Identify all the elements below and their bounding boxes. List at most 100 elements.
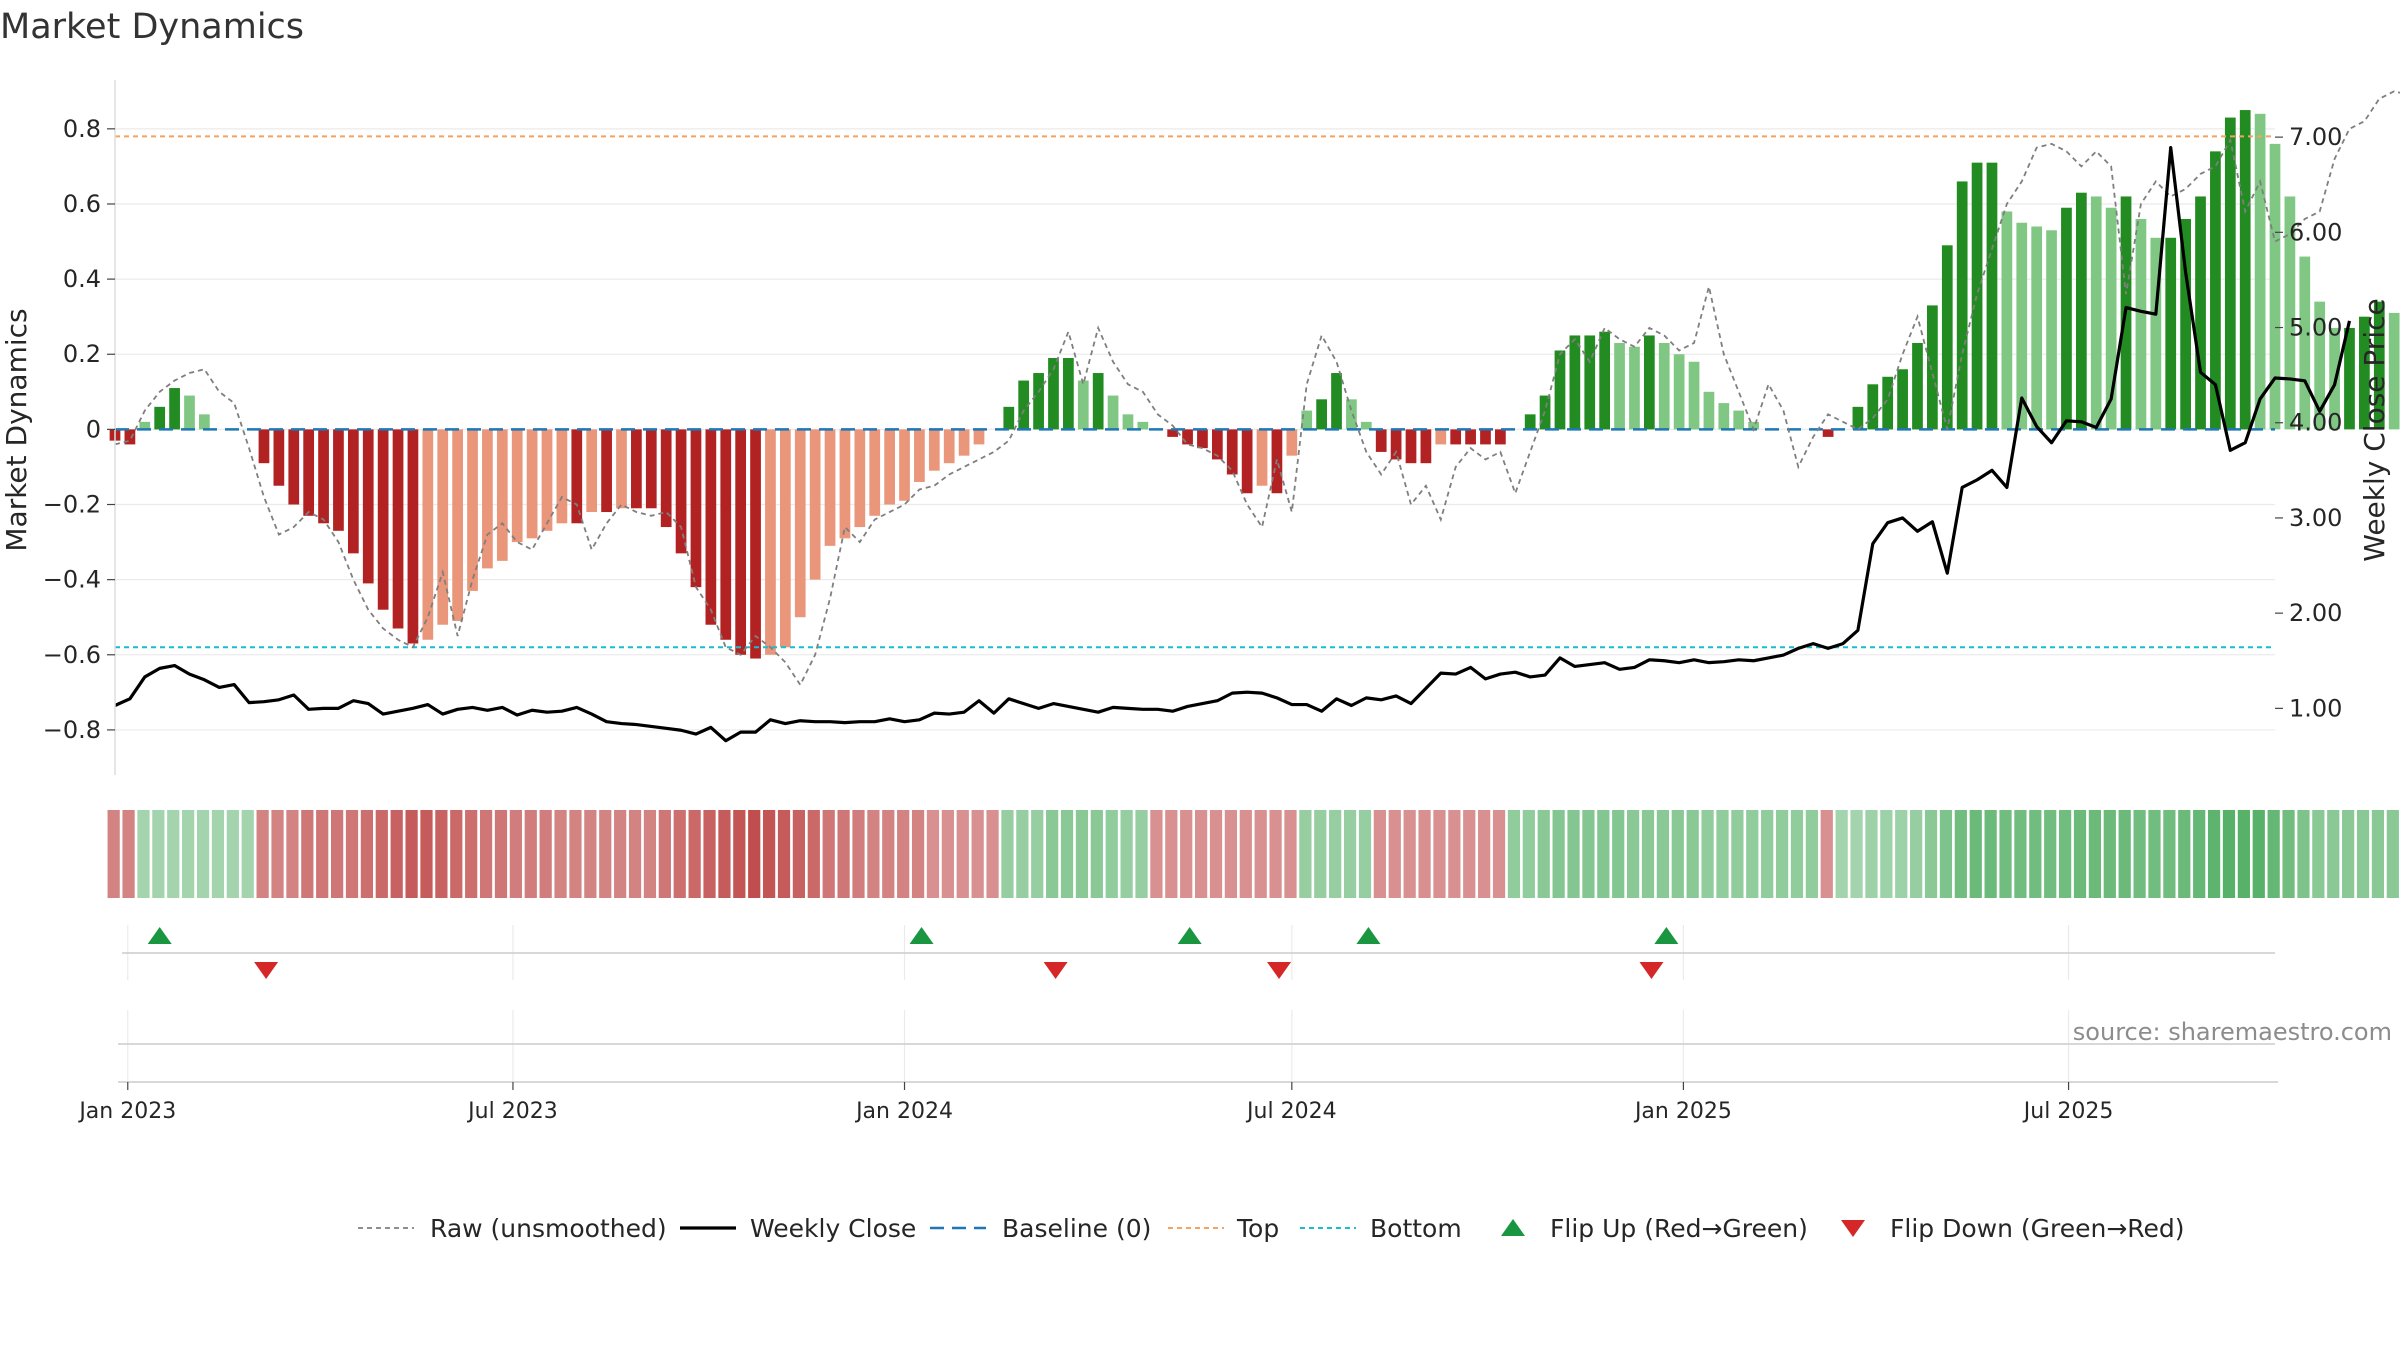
- regime-cell: [1031, 810, 1044, 898]
- dynamics-bar: [422, 429, 434, 640]
- legend-label: Flip Down (Green→Red): [1890, 1214, 2185, 1243]
- y-tick-label: 0.4: [63, 265, 101, 293]
- flip-up-marker: [909, 927, 934, 944]
- dynamics-bar: [1360, 421, 1372, 430]
- legend: Raw (unsmoothed) Weekly Close Baseline (0)…: [358, 1214, 2185, 1243]
- regime-cell: [2044, 810, 2057, 898]
- y2-tick-label: 4.00: [2289, 409, 2342, 437]
- dynamics-bar: [2373, 301, 2385, 430]
- legend-label: Raw (unsmoothed): [430, 1214, 667, 1243]
- dynamics-bar: [779, 429, 791, 648]
- regime-cell: [584, 810, 597, 898]
- dynamics-bar: [184, 395, 195, 430]
- regime-cell: [2193, 810, 2206, 898]
- regime-cell: [1165, 810, 1178, 898]
- dynamics-bar: [392, 429, 404, 629]
- regime-cell: [1999, 810, 2012, 898]
- dynamics-bar: [914, 429, 925, 482]
- dynamics-bar: [765, 429, 776, 655]
- regime-cell: [867, 810, 880, 898]
- x-tick-label: Jul 2023: [466, 1099, 558, 1124]
- y-tick-label: 0.2: [63, 340, 101, 368]
- regime-cell: [1671, 810, 1684, 898]
- dynamics-bar: [1748, 421, 1759, 430]
- source-watermark: source: sharemaestro.com: [2073, 1018, 2392, 1046]
- regime-cell: [2207, 810, 2221, 898]
- regime-cell: [1746, 810, 1759, 898]
- flip-down-marker: [1267, 962, 1292, 979]
- regime-cell: [435, 810, 448, 898]
- dynamics-bar: [362, 429, 374, 584]
- dynamics-bar: [2344, 327, 2355, 430]
- regime-cell: [1805, 810, 1818, 898]
- dynamics-bar: [1420, 429, 1432, 464]
- regime-cell: [1239, 810, 1252, 898]
- dynamics-bar: [199, 414, 210, 430]
- regime-cell: [1835, 810, 1848, 898]
- legend-swatch: [1841, 1220, 1865, 1237]
- dynamics-bar: [2031, 226, 2043, 430]
- legend-label: Baseline (0): [1002, 1214, 1151, 1243]
- dynamics-bar: [124, 429, 136, 445]
- regime-cell: [614, 810, 627, 898]
- regime-cell: [763, 810, 776, 898]
- dynamics-bar: [347, 429, 359, 554]
- dynamics-bar: [2210, 151, 2221, 430]
- regime-cell: [1895, 810, 1908, 898]
- regime-cell: [1731, 810, 1744, 898]
- regime-cell: [1314, 810, 1327, 898]
- regime-cell: [569, 810, 582, 898]
- dynamics-bar: [1405, 429, 1417, 464]
- regime-cell: [1195, 810, 1208, 898]
- dynamics-bar: [1018, 380, 1030, 430]
- dynamics-bar: [556, 429, 568, 524]
- dynamics-bar: [333, 429, 344, 531]
- regime-cell: [2237, 810, 2250, 898]
- y-axis-label: Market Dynamics: [0, 308, 33, 551]
- regime-cell: [777, 810, 791, 898]
- raw-unsmoothed-line: [114, 90, 2400, 687]
- regime-cell: [107, 810, 120, 898]
- regime-cell: [1969, 810, 1982, 898]
- legend-label: Weekly Close: [750, 1214, 916, 1243]
- dynamics-bar: [1122, 414, 1134, 430]
- regime-cell: [241, 810, 254, 898]
- dynamics-bar: [2150, 237, 2162, 430]
- x-tick-label: Jan 2023: [77, 1099, 176, 1124]
- regime-cell: [345, 810, 359, 898]
- regime-cell: [2103, 810, 2116, 898]
- dynamics-bar: [139, 421, 151, 430]
- dynamics-bar: [1971, 162, 1983, 430]
- dynamics-bar: [169, 388, 180, 430]
- x-tick-label: Jul 2024: [1245, 1099, 1337, 1124]
- regime-cell: [926, 810, 940, 898]
- dynamics-bar: [1211, 429, 1223, 460]
- dynamics-bar: [452, 429, 463, 621]
- regime-cell: [1820, 810, 1833, 898]
- flip-down-marker: [254, 962, 279, 979]
- dynamics-bar: [1599, 331, 1611, 430]
- regime-cell: [688, 810, 701, 898]
- regime-cell: [2059, 810, 2072, 898]
- dynamics-bar: [1241, 429, 1253, 494]
- regime-cell: [2356, 810, 2370, 898]
- dynamics-bar: [526, 429, 538, 539]
- dynamics-bar: [854, 429, 866, 528]
- flip-down-marker: [1639, 962, 1664, 979]
- dynamics-bar: [1450, 429, 1462, 445]
- regime-cell: [1880, 810, 1893, 898]
- regime-cell: [628, 810, 642, 898]
- dynamics-bar: [1852, 406, 1864, 430]
- dynamics-bar: [1197, 429, 1208, 449]
- dynamics-bar: [2001, 211, 2013, 430]
- regime-cell: [390, 810, 403, 898]
- regime-cell: [2029, 810, 2042, 898]
- y2-tick-label: 2.00: [2289, 599, 2342, 627]
- regime-cell: [2282, 810, 2295, 898]
- dynamics-bar: [303, 429, 315, 516]
- dynamics-bar: [1927, 305, 1938, 430]
- regime-cell: [331, 810, 344, 898]
- regime-cell: [1507, 810, 1521, 898]
- dynamics-bar: [154, 406, 166, 430]
- dynamics-bar: [1584, 335, 1596, 430]
